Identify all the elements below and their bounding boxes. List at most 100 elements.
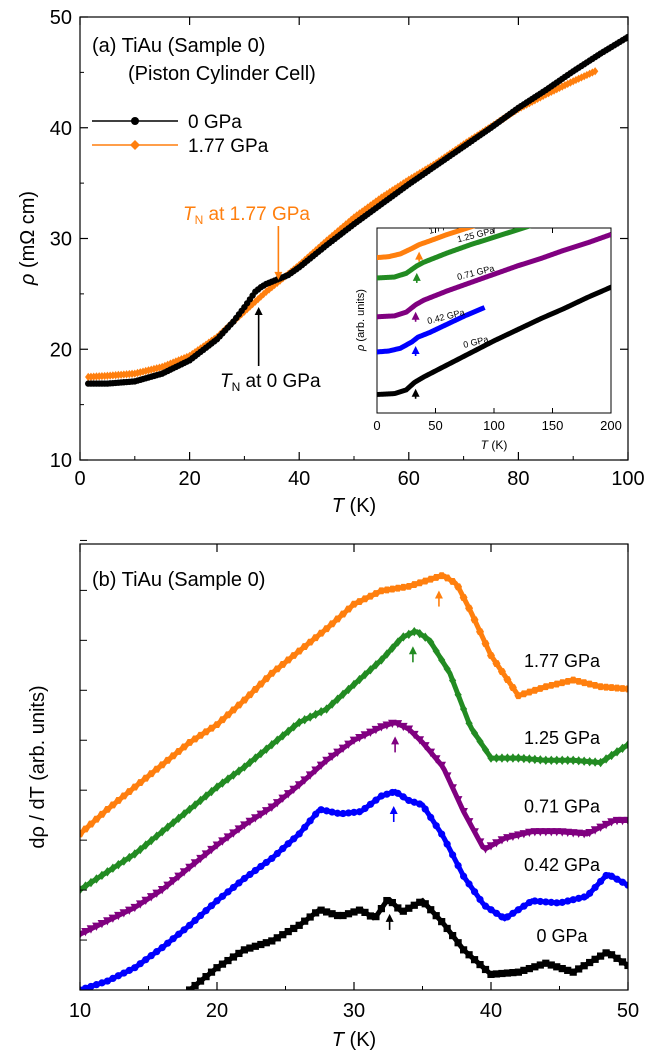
data-point	[87, 982, 95, 990]
inset-y-axis-label: ρ (arb. units)	[355, 289, 367, 352]
series-label: 1.25 GPa	[524, 728, 601, 748]
data-point	[372, 660, 380, 670]
data-point	[487, 970, 495, 978]
panel-a-series-layer	[85, 33, 628, 387]
data-point	[591, 955, 599, 963]
data-point	[301, 715, 309, 725]
data-point	[453, 796, 463, 805]
data-point	[607, 684, 616, 692]
data-point	[295, 921, 303, 929]
data-point	[306, 638, 315, 646]
series-label: 0.42 GPa	[524, 855, 601, 875]
inset-arrow	[412, 272, 421, 283]
data-point	[486, 842, 496, 851]
inset-series-line	[377, 305, 486, 355]
series-label: 0.71 GPa	[524, 797, 601, 817]
data-point	[196, 977, 205, 985]
data-point	[536, 755, 544, 765]
data-point	[186, 986, 194, 990]
data-point	[186, 921, 194, 929]
panel-a-title: (a) TiAu (Sample 0)	[92, 35, 265, 57]
data-point	[438, 655, 446, 665]
data-point	[251, 942, 259, 950]
data-point	[311, 634, 320, 642]
data-point	[377, 792, 385, 800]
data-point	[179, 868, 189, 877]
data-point	[416, 628, 424, 639]
data-point	[531, 754, 539, 765]
data-point	[371, 725, 381, 735]
data-point	[530, 828, 540, 837]
data-point	[268, 740, 276, 750]
data-point	[224, 711, 232, 719]
data-point	[279, 845, 287, 853]
data-point	[399, 722, 408, 732]
data-point	[624, 881, 628, 889]
data-point	[470, 616, 479, 624]
data-point	[372, 913, 380, 921]
data-point	[470, 956, 479, 964]
data-point	[218, 778, 227, 788]
data-point	[344, 684, 353, 695]
data-point	[570, 77, 577, 86]
data-point	[547, 961, 555, 969]
data-point	[290, 835, 298, 843]
data-point	[256, 810, 266, 819]
data-point	[323, 908, 331, 916]
data-point	[256, 680, 265, 688]
series-label: 1.77 GPa	[524, 651, 601, 671]
data-point	[300, 776, 309, 785]
data-point	[564, 897, 572, 905]
inset-arrow	[411, 346, 420, 356]
data-point	[120, 856, 128, 866]
data-point	[613, 747, 621, 757]
data-point	[202, 907, 210, 915]
data-point	[580, 72, 588, 81]
data-point	[234, 825, 244, 834]
data-point	[92, 815, 101, 823]
data-point	[602, 683, 611, 691]
data-point	[394, 637, 402, 647]
data-point	[580, 962, 588, 970]
data-point	[306, 817, 314, 825]
data-point	[316, 761, 326, 770]
data-point	[163, 881, 172, 890]
data-point	[497, 836, 507, 845]
data-point	[597, 952, 605, 960]
data-point	[410, 901, 418, 909]
data-point	[438, 918, 446, 926]
data-point	[328, 910, 336, 918]
data-point	[158, 826, 166, 837]
data-point	[508, 684, 517, 692]
data-point	[498, 753, 506, 763]
data-point	[339, 809, 347, 818]
data-point	[142, 956, 150, 964]
data-point	[525, 754, 533, 764]
data-point	[213, 964, 221, 972]
data-point	[246, 944, 254, 952]
data-point	[218, 837, 227, 846]
data-point	[251, 685, 260, 693]
data-point	[328, 808, 336, 816]
x-tick-label: 40	[480, 1000, 502, 1022]
data-point	[492, 753, 501, 763]
legend-label-0gpa: 0 GPa	[188, 112, 242, 133]
data-point	[388, 643, 396, 653]
data-point	[240, 946, 248, 954]
peak-arrow	[434, 590, 443, 607]
data-point	[415, 736, 425, 745]
data-point	[537, 93, 544, 102]
data-point	[438, 830, 446, 838]
data-point	[152, 889, 162, 898]
x-tick-label: 40	[288, 468, 310, 490]
data-point	[416, 800, 424, 808]
data-point	[229, 883, 238, 892]
data-point	[405, 796, 413, 805]
legend-marker-0gpa	[131, 117, 139, 125]
data-point	[525, 964, 533, 973]
data-point	[542, 90, 549, 99]
data-point	[323, 704, 331, 714]
data-point	[235, 949, 243, 958]
data-point	[394, 789, 402, 797]
